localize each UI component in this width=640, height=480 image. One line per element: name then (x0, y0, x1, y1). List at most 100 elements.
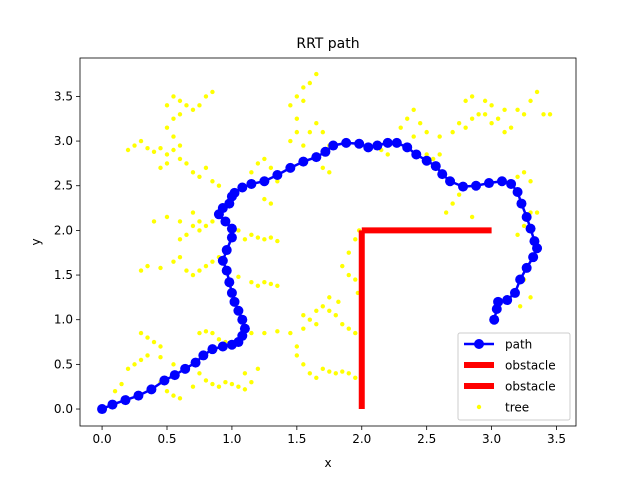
tree-point (541, 112, 546, 117)
tree-point (203, 223, 209, 229)
tree-point (190, 384, 196, 389)
path-marker (382, 137, 393, 148)
plot-frame (79, 57, 577, 427)
legend: path obstacle obstacle tree (457, 332, 571, 421)
tree-point (242, 387, 248, 392)
path-marker (402, 142, 413, 153)
legend-entry: obstacle (464, 359, 556, 373)
tree-point (489, 103, 494, 108)
path-marker (521, 211, 532, 222)
path-marker (220, 216, 231, 227)
legend-tree-swatch (476, 404, 482, 410)
tree-point (197, 219, 202, 224)
path-marker (328, 140, 339, 151)
tree-point (177, 254, 183, 260)
tree-point (210, 89, 215, 95)
tree-point (171, 116, 176, 121)
path-marker (471, 180, 482, 191)
tree-point (132, 362, 137, 367)
tree-point (184, 103, 189, 108)
tree-point (268, 281, 274, 287)
tree-point (190, 210, 196, 215)
tree-point (456, 121, 462, 126)
tree-point (385, 152, 390, 157)
tree-point (197, 268, 202, 273)
path-marker (341, 137, 352, 148)
y-axis-label: y (29, 238, 43, 245)
tree-point (314, 321, 319, 327)
tree-point (301, 143, 306, 148)
path-marker (221, 245, 232, 256)
tree-point (164, 103, 170, 108)
path-marker (521, 262, 532, 273)
tree-point (515, 174, 520, 179)
tree-point (262, 330, 267, 336)
tree-point (301, 313, 306, 318)
tree-point (158, 146, 163, 151)
tree-point (405, 116, 410, 121)
tree-point (327, 295, 332, 300)
tree-point (203, 165, 209, 171)
path-marker (484, 178, 495, 189)
tree-point (307, 371, 313, 376)
tree-point (288, 138, 293, 144)
y-tick-label: 3.5 (54, 89, 73, 103)
legend-path-marker (474, 339, 484, 349)
tree-point (437, 134, 442, 139)
path-marker (506, 178, 517, 189)
tree-point (411, 107, 416, 113)
tree-point (517, 304, 523, 309)
tree-point (210, 330, 215, 336)
tree-point (210, 259, 215, 264)
tree-point (463, 98, 468, 104)
tree-point (307, 80, 313, 86)
path-marker (207, 344, 218, 355)
tree-point (177, 396, 183, 401)
tree-point (443, 210, 449, 215)
tree-point (197, 174, 202, 179)
path-marker (272, 170, 283, 181)
path-marker (320, 146, 331, 157)
path-marker (226, 223, 237, 234)
tree-point (301, 85, 306, 90)
path-marker (515, 274, 526, 285)
x-tick-label: 0.0 (93, 432, 112, 446)
legend-label: obstacle (505, 380, 556, 394)
path-marker (221, 265, 232, 276)
x-tick-label: 1.0 (222, 432, 241, 446)
tree-point (301, 98, 306, 104)
tree-point (469, 94, 475, 99)
tree-point (314, 121, 319, 126)
tree-point (236, 228, 241, 233)
tree-point (203, 329, 209, 334)
path-marker (237, 182, 248, 193)
tree-point (203, 263, 209, 269)
tree-point (294, 353, 300, 358)
tree-scatter (112, 71, 553, 401)
tree-point (430, 156, 436, 162)
path-marker (226, 287, 237, 298)
path-marker (233, 305, 244, 316)
y-tick-label: 1.0 (54, 313, 73, 327)
path-marker (237, 314, 248, 325)
tree-point (158, 265, 163, 271)
path-marker (502, 295, 513, 306)
tree-point (164, 125, 170, 130)
tree-point (236, 274, 241, 280)
tree-point (275, 283, 280, 288)
tree-point (547, 112, 553, 117)
tree-point (294, 129, 300, 135)
tree-point (203, 378, 209, 383)
legend-entry: tree (476, 401, 529, 415)
tree-point (190, 223, 196, 229)
path-marker (532, 243, 543, 254)
legend-entry: path (464, 338, 532, 352)
path-marker (525, 223, 536, 234)
tree-point (145, 146, 150, 151)
x-axis-label: x (324, 456, 331, 470)
tree-point (255, 283, 261, 288)
path-marker (411, 149, 422, 160)
tree-point (495, 116, 501, 121)
tree-point (151, 149, 157, 154)
path-marker (259, 176, 270, 187)
